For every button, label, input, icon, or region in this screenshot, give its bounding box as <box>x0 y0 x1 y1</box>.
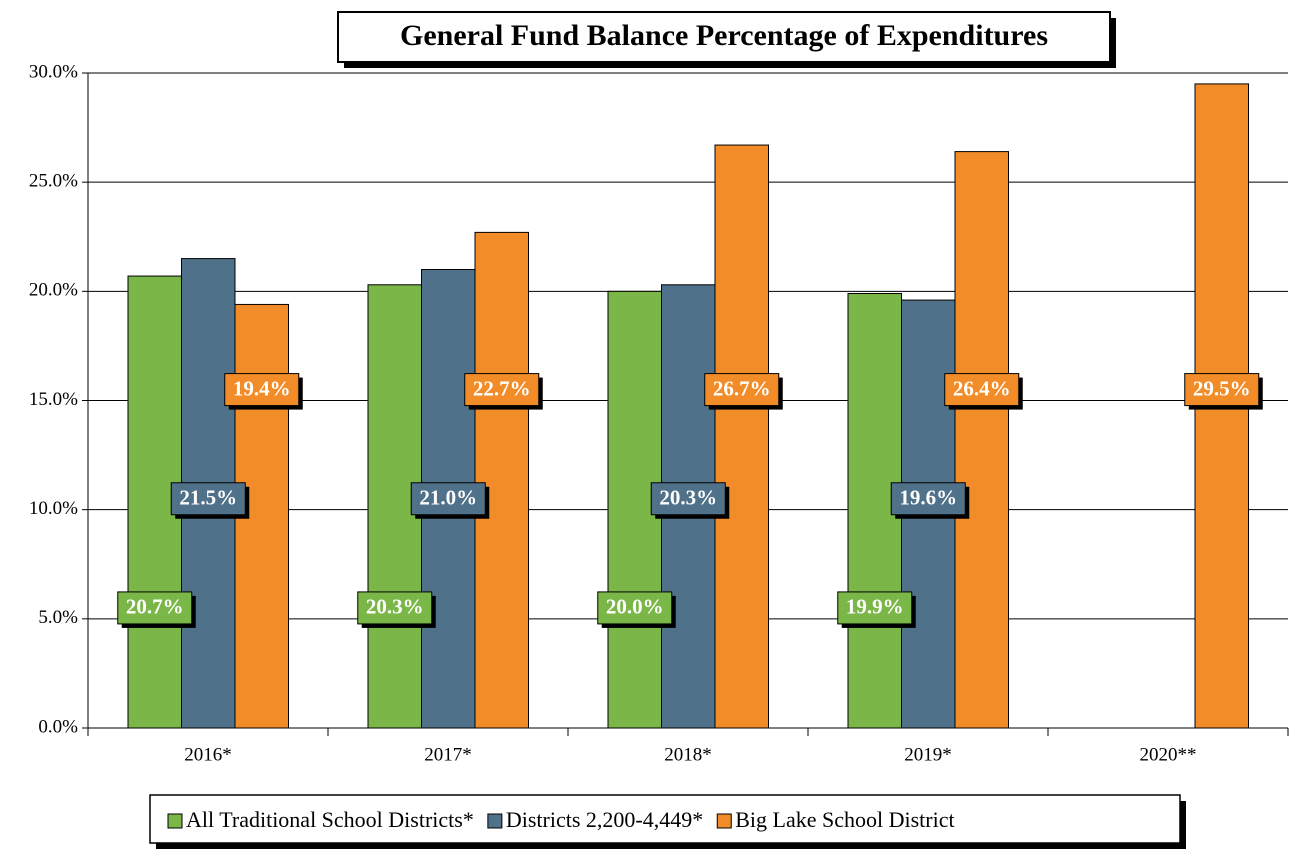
legend-swatch <box>716 813 732 829</box>
y-tick-label: 10.0% <box>29 498 78 519</box>
value-label: 26.7% <box>713 376 771 400</box>
value-label: 19.9% <box>846 595 904 619</box>
y-tick-label: 20.0% <box>29 280 78 301</box>
x-tick-label: 2018* <box>664 744 712 765</box>
legend-label: Big Lake School District <box>735 807 954 832</box>
y-tick-label: 30.0% <box>29 61 78 82</box>
value-label-box <box>944 373 1020 407</box>
value-label: 21.5% <box>179 486 237 510</box>
value-label: 26.4% <box>953 376 1011 400</box>
y-tick-label: 15.0% <box>29 389 78 410</box>
x-tick-label: 2019* <box>904 744 952 765</box>
value-label: 21.0% <box>419 486 477 510</box>
x-tick-label: 2016* <box>184 744 232 765</box>
value-label-box <box>650 482 726 516</box>
x-tick-label: 2017* <box>424 744 472 765</box>
value-label: 20.3% <box>659 486 717 510</box>
value-label: 19.4% <box>233 376 291 400</box>
legend-label: All Traditional School Districts* <box>186 807 474 832</box>
value-label: 29.5% <box>1193 376 1251 400</box>
value-label-box <box>170 482 246 516</box>
value-label-box <box>224 373 300 407</box>
y-tick-label: 0.0% <box>38 716 78 737</box>
y-tick-label: 25.0% <box>29 171 78 192</box>
legend-swatch <box>487 813 503 829</box>
title-box <box>337 11 1111 63</box>
value-label: 20.0% <box>606 595 664 619</box>
legend-label: Districts 2,200-4,449* <box>506 807 703 832</box>
value-label-box <box>890 482 966 516</box>
bar <box>474 231 529 729</box>
chart-title: General Fund Balance Percentage of Expen… <box>400 19 1048 52</box>
value-label: 20.3% <box>366 595 424 619</box>
value-label-box <box>1184 373 1260 407</box>
y-tick-label: 5.0% <box>38 607 78 628</box>
value-label-box <box>464 373 540 407</box>
value-label: 22.7% <box>473 376 531 400</box>
bar <box>954 151 1009 729</box>
value-label-box <box>410 482 486 516</box>
legend-box <box>149 794 1181 844</box>
x-tick-label: 2020** <box>1140 744 1197 765</box>
value-label-box <box>117 591 193 625</box>
value-label-box <box>704 373 780 407</box>
value-label-box <box>597 591 673 625</box>
value-label-box <box>837 591 913 625</box>
legend-swatch <box>167 813 183 829</box>
value-label: 20.7% <box>126 595 184 619</box>
bar <box>714 144 769 729</box>
value-label: 19.6% <box>899 486 957 510</box>
value-label-box <box>357 591 433 625</box>
